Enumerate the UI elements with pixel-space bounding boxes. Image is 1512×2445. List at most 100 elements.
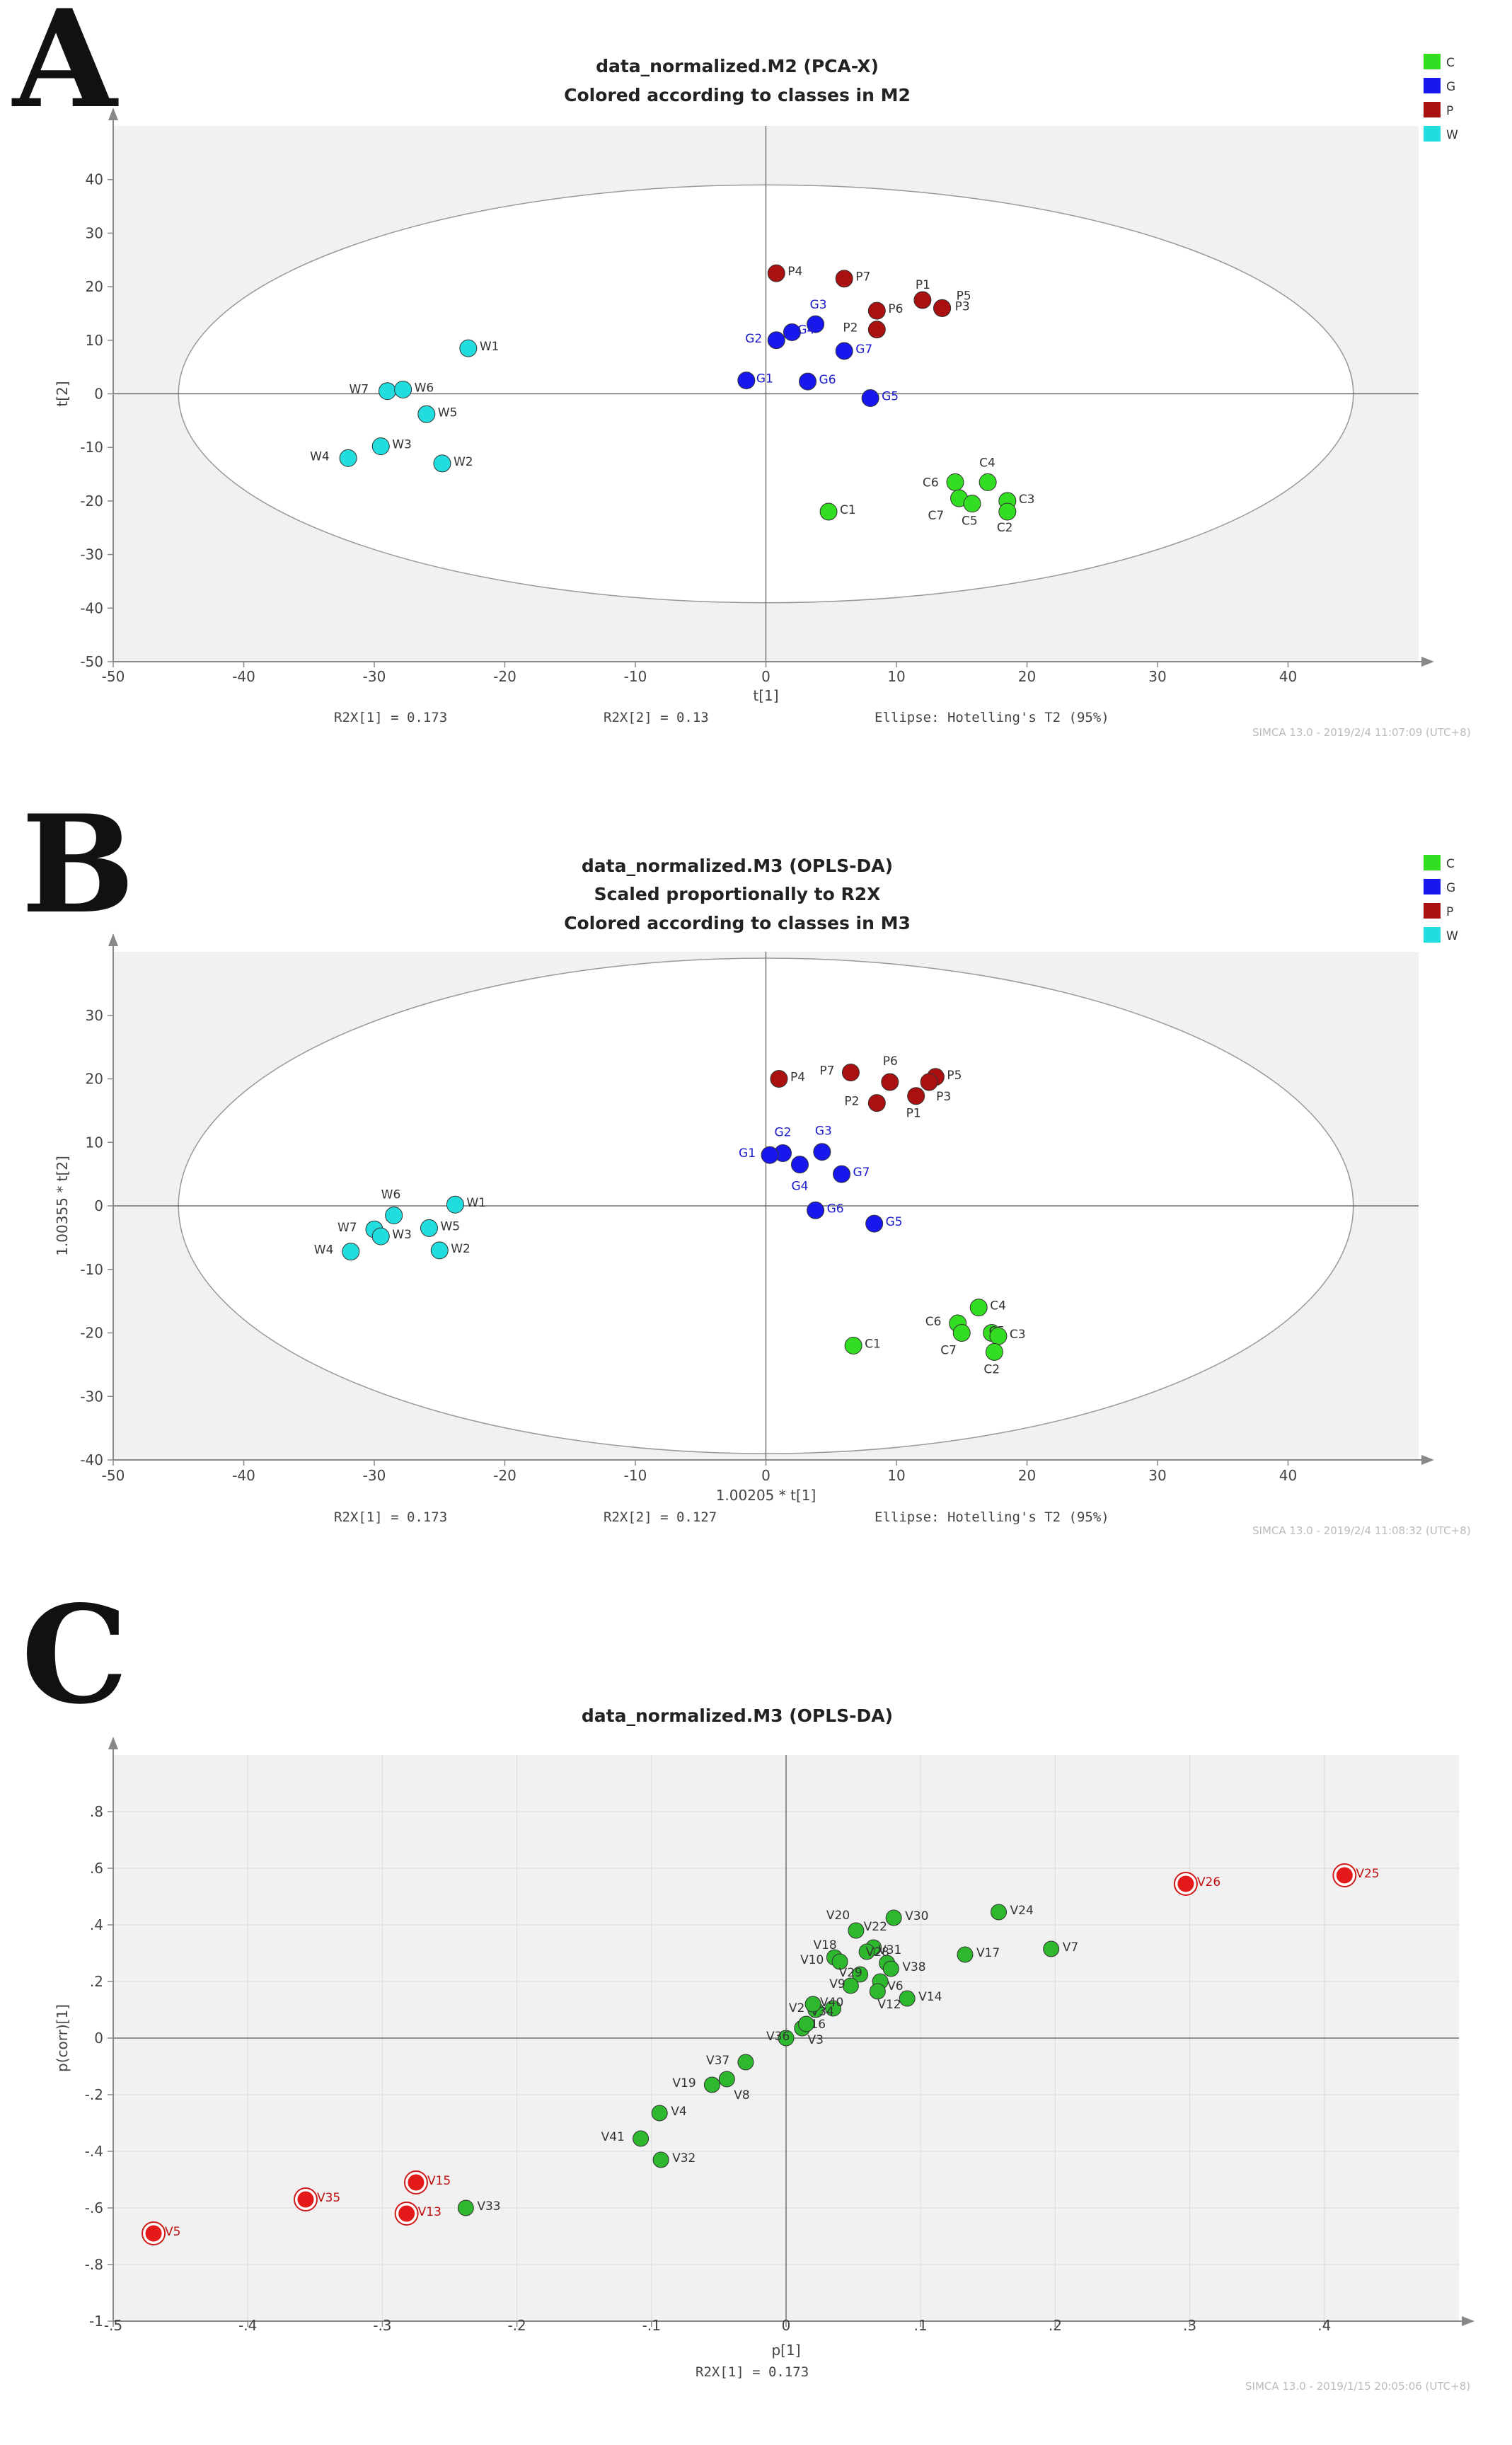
x-tick-label: -50 [102, 668, 125, 685]
y-tick-label: -.4 [85, 2143, 103, 2160]
x-tick-label: 40 [1279, 668, 1297, 685]
data-label: V37 [706, 2054, 729, 2068]
data-label: V6 [887, 1979, 903, 1994]
data-point [867, 301, 886, 320]
x-tick-label: -.2 [507, 2317, 526, 2334]
data-label: G7 [853, 1166, 870, 1180]
data-point [867, 321, 886, 339]
legend-label-G: G [1446, 881, 1455, 895]
y-axis-arrow [108, 108, 118, 120]
x-tick-label: -10 [624, 1467, 647, 1484]
data-point [417, 405, 436, 423]
data-label: G5 [882, 390, 899, 404]
data-point [835, 342, 853, 360]
data-label: P5 [947, 1069, 962, 1083]
data-label: C4 [979, 456, 996, 470]
y-tick-label: -10 [80, 1261, 103, 1278]
data-point [770, 1070, 788, 1088]
y-tick-label: -.6 [85, 2199, 103, 2216]
data-point [946, 473, 964, 491]
data-label: V36 [766, 2030, 790, 2044]
x-axis-arrow [1421, 1455, 1434, 1465]
data-label: W5 [438, 405, 458, 420]
data-point [842, 1977, 859, 1994]
data-label: P3 [936, 1090, 951, 1104]
data-point [378, 382, 396, 401]
data-point [952, 1324, 971, 1342]
chart-title: Colored according to classes in M2 [564, 85, 911, 105]
data-label: W6 [381, 1187, 401, 1202]
x-tick-label: -50 [102, 1467, 125, 1484]
x-tick-label: -10 [624, 668, 647, 685]
data-point [652, 2151, 669, 2168]
data-label: W3 [392, 438, 412, 452]
y-tick-label: 0 [94, 386, 103, 403]
data-label: V40 [820, 1996, 843, 2010]
data-point [807, 1201, 825, 1219]
data-label: V10 [800, 1953, 824, 1967]
data-point [835, 270, 853, 288]
footer-r2x-1: R2X[1] = 0.173 [334, 710, 447, 725]
y-axis-label: 1.00355 * t[2] [54, 1156, 71, 1256]
data-point [1177, 1875, 1195, 1893]
x-tick-label: 20 [1018, 1467, 1036, 1484]
data-label: V12 [877, 1998, 901, 2012]
data-label: G3 [815, 1124, 832, 1139]
data-point [831, 1953, 848, 1970]
data-point [825, 2000, 842, 2017]
data-label: G1 [756, 372, 773, 386]
footer-r2x-2: R2X[2] = 0.13 [604, 710, 709, 725]
data-label: P3 [955, 299, 970, 313]
data-point [885, 1909, 902, 1926]
data-label: W3 [392, 1228, 412, 1242]
data-label: G2 [774, 1126, 791, 1140]
chart-title: data_normalized.M3 (OPLS-DA) [582, 856, 893, 876]
data-label: C6 [923, 476, 939, 490]
legend-swatch-C [1424, 855, 1441, 870]
data-label: W1 [480, 340, 500, 354]
x-tick-label: 0 [782, 2317, 791, 2334]
data-label: P7 [819, 1064, 834, 1078]
x-tick-label: 0 [761, 1467, 771, 1484]
data-point [783, 323, 801, 341]
data-point [457, 2199, 474, 2216]
x-tick-label: 0 [761, 668, 771, 685]
data-label: W5 [440, 1219, 460, 1233]
data-point [767, 264, 785, 282]
data-label: C6 [925, 1315, 942, 1329]
data-point [844, 1336, 862, 1354]
data-label: W4 [310, 449, 330, 464]
data-label: C7 [928, 509, 945, 523]
x-axis-label: t[1] [753, 687, 778, 704]
legend-swatch-C [1424, 54, 1441, 69]
y-tick-label: 30 [86, 224, 103, 241]
y-tick-label: 20 [86, 1071, 103, 1088]
y-tick-label: .6 [90, 1860, 103, 1877]
data-label: V31 [878, 1943, 901, 1957]
watermark: SIMCA 13.0 - 2019/2/4 11:08:32 (UTC+8) [1252, 1524, 1471, 1537]
y-tick-label: 0 [94, 1197, 103, 1214]
data-label: V25 [1356, 1867, 1379, 1881]
data-point [933, 299, 952, 317]
data-label: V17 [976, 1946, 1000, 1960]
x-tick-label: -20 [493, 668, 516, 685]
data-point [979, 473, 997, 491]
data-label: P7 [855, 270, 870, 284]
data-label: V41 [601, 2130, 625, 2144]
data-label: W7 [337, 1221, 357, 1235]
data-label: V9 [829, 1977, 845, 1991]
footer-ellipse: Ellipse: Hotelling's T2 (95%) [875, 710, 1109, 725]
y-tick-label: -40 [80, 599, 103, 616]
data-point [963, 495, 981, 513]
x-tick-label: -30 [363, 668, 386, 685]
footer-r2x-1: R2X[1] = 0.173 [334, 1509, 447, 1525]
data-label: G7 [855, 343, 872, 357]
data-label: W4 [314, 1243, 334, 1258]
data-label: G6 [819, 373, 836, 387]
y-tick-label: 30 [86, 1007, 103, 1024]
data-label: C1 [840, 503, 856, 517]
legend-swatch-P [1424, 102, 1441, 117]
